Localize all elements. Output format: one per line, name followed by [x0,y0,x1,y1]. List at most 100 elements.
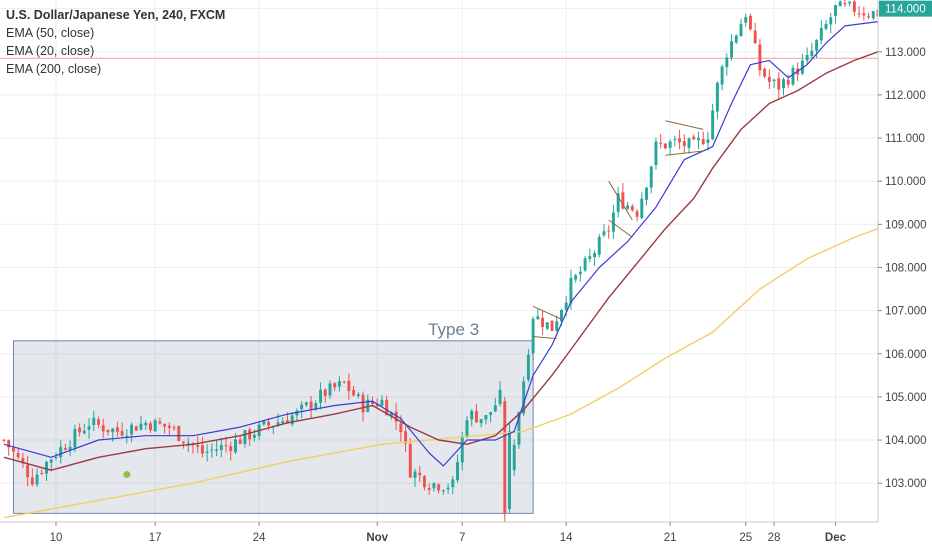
candle-body [186,442,190,444]
candle-body [333,383,337,388]
candle-body [248,429,252,440]
annotation-box: Type 3 [12,320,534,514]
candle-body [484,415,488,420]
candle-body [120,431,124,436]
candle-body [730,41,734,58]
candle-body [541,317,545,327]
last-price-badge [879,0,932,17]
x-axis-bg [0,522,932,550]
candle-body [786,79,790,85]
candle-body [399,423,403,433]
candle-body [479,418,483,424]
candle-body [649,166,653,188]
candle-body [106,429,110,433]
candle-body [782,79,785,89]
candle-body [711,110,715,140]
x-tick-label: 14 [560,532,573,544]
candle-body [361,394,365,413]
markers [123,471,131,479]
candle-body [744,17,748,23]
candle-body [706,139,710,143]
candle-body [243,430,247,444]
candle-body [574,275,578,280]
candle-body [588,256,592,259]
candle-body [659,142,663,144]
candle-body [337,381,341,387]
candle-body [30,477,34,485]
candle-body [441,490,445,492]
candle-body [838,1,842,7]
candle-body [583,258,587,271]
y-tick-label: 106.000 [885,349,927,361]
x-tick-label: 25 [739,532,752,544]
y-tick-label: 110.000 [885,176,926,188]
candle-body [456,462,459,481]
candle-body [130,424,134,435]
candle-body [503,401,507,514]
candle-body [418,472,422,476]
candle-body [663,143,667,149]
candle-body [687,138,691,148]
grid [0,0,878,522]
candle-body [262,421,266,425]
candle-body [196,445,200,447]
candle-body [219,444,223,450]
candle-body [673,139,677,141]
indicator-ema50: EMA (50, close) [6,26,95,40]
x-axis: 10 17 24 Nov 7 14 21 25 28 Dec [0,521,932,550]
chart-legend: U.S. Dollar/Japanese Yen, 240, FXCM EMA … [6,6,225,78]
candle-body [437,484,441,491]
x-tick-label: Nov [366,532,388,544]
candle-body [111,428,115,433]
candle-body [101,425,105,432]
candle-body [824,24,828,29]
candle-body [54,456,58,459]
candle-body [569,277,573,304]
candle-body [739,24,743,37]
triangle-line [665,150,704,156]
candle-body [300,404,304,410]
candle-body [654,141,658,165]
x-tick-label: 24 [253,532,266,544]
indicator-ema20: EMA (20, close) [6,44,95,58]
y-tick-label: 108.000 [885,262,927,274]
candle-body [35,474,39,485]
candle-body [26,464,30,478]
candle-body [489,412,493,415]
candle-body [593,252,597,258]
candle-body [394,411,398,422]
candle-body [200,445,204,454]
candles [2,0,880,522]
candle-body [63,448,67,450]
candle-body [772,79,776,82]
signal-marker [123,471,131,479]
candle-body [172,427,176,429]
y-axis: 103.000 104.000 105.000 106.000 107.000 108.0… [877,0,932,550]
candle-body [508,431,511,510]
candle-body [139,423,143,430]
candle-body [267,422,271,426]
candle-body [758,44,762,71]
candle-body [550,320,554,331]
candle-body [829,17,833,25]
candle-body [493,405,497,412]
ema50-line [3,51,879,471]
candle-body [252,434,256,438]
candle-body [210,449,214,451]
candle-body [843,3,847,5]
candle-body [148,423,152,431]
candle-body [474,411,478,423]
candle-body [21,458,25,464]
candle-body [815,40,819,51]
candle-body [97,419,100,425]
candle-body [753,30,757,44]
candle-body [763,68,767,77]
candle-body [125,435,129,437]
last-price-label: 114.000 [885,4,926,16]
candle-body [602,231,606,236]
candle-body [819,28,823,41]
ema20-line [3,21,879,467]
candle-body [645,187,648,200]
candle-body [522,381,526,414]
